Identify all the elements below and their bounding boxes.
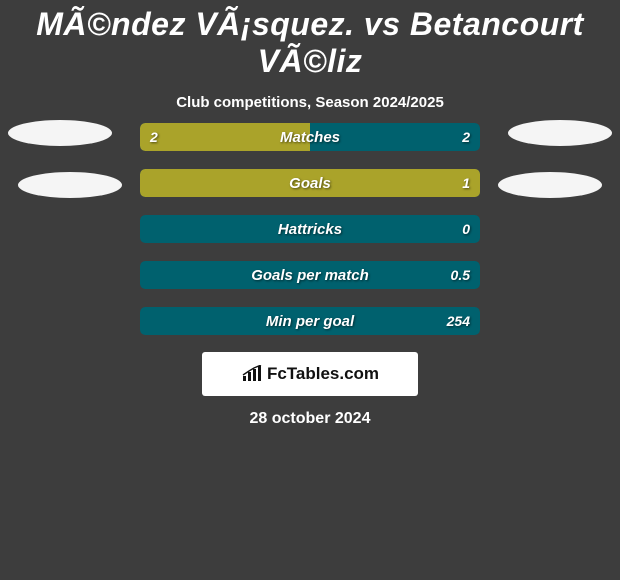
brand-label: FcTables.com	[241, 364, 379, 384]
stat-label: Goals per match	[140, 261, 480, 289]
stats-bars: 22Matches 1Goals 0Hattricks 0.5Goals per ma…	[140, 123, 480, 353]
stat-row: 1Goals	[140, 169, 480, 197]
stat-label: Goals	[140, 169, 480, 197]
comparison-card: MÃ©ndez VÃ¡squez. vs Betancourt VÃ©liz C…	[0, 0, 620, 580]
player-photo-right	[508, 120, 612, 146]
subtitle: Club competitions, Season 2024/2025	[0, 94, 620, 111]
club-logo-right	[498, 172, 602, 198]
stat-label: Min per goal	[140, 307, 480, 335]
page-title: MÃ©ndez VÃ¡squez. vs Betancourt VÃ©liz	[0, 0, 620, 80]
stat-row: 22Matches	[140, 123, 480, 151]
brand-chart-icon	[241, 365, 263, 383]
stat-row: 0Hattricks	[140, 215, 480, 243]
stat-row: 254Min per goal	[140, 307, 480, 335]
stat-label: Matches	[140, 123, 480, 151]
date-label: 28 october 2024	[0, 410, 620, 428]
brand-box[interactable]: FcTables.com	[202, 352, 418, 396]
stat-label: Hattricks	[140, 215, 480, 243]
stat-row: 0.5Goals per match	[140, 261, 480, 289]
brand-text: FcTables.com	[267, 364, 379, 384]
player-photo-left	[8, 120, 112, 146]
club-logo-left	[18, 172, 122, 198]
